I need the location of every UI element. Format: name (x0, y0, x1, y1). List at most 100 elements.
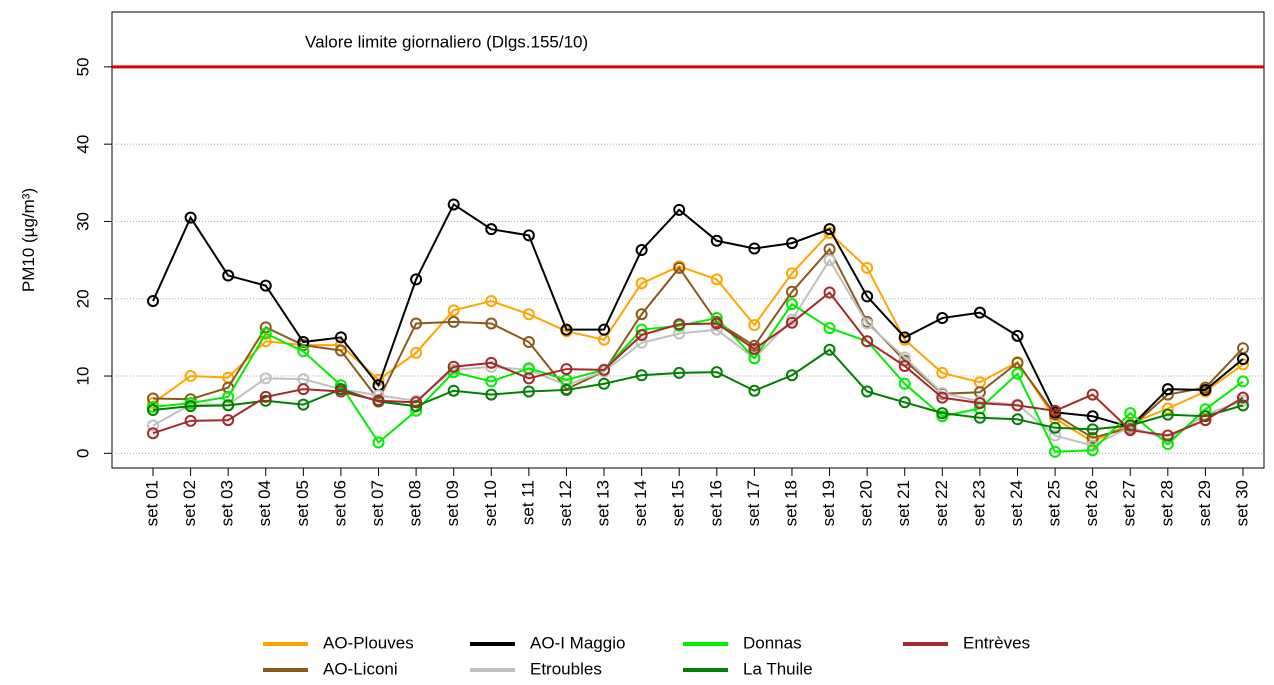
data-point (485, 295, 498, 308)
series-line (152, 202, 1244, 429)
data-point (1237, 399, 1249, 412)
data-point (973, 411, 986, 424)
data-point (1124, 424, 1137, 437)
data-point (1011, 413, 1024, 426)
data-point (1049, 445, 1062, 458)
data-point (748, 384, 761, 397)
data-point (1161, 429, 1174, 442)
x-tick-label: set 17 (744, 480, 763, 526)
data-point (673, 366, 686, 379)
data-point (259, 390, 272, 403)
data-point (898, 359, 911, 372)
data-point (184, 211, 197, 224)
data-point (447, 198, 460, 211)
data-point (184, 370, 197, 383)
data-point (898, 377, 911, 390)
data-point (372, 394, 385, 407)
data-point (259, 372, 272, 385)
data-point (297, 383, 310, 396)
plot-box (111, 11, 1265, 469)
data-point (222, 414, 235, 427)
legend-label: AO-Liconi (323, 659, 398, 678)
data-point (1086, 410, 1099, 423)
legend-label: AO-Plouves (323, 633, 414, 652)
data-point (973, 306, 986, 319)
y-tick-label: 0 (73, 449, 92, 458)
y-tick-label: 40 (73, 135, 92, 154)
data-point (936, 407, 949, 420)
data-point (147, 419, 159, 432)
data-point (598, 323, 611, 336)
series-line (152, 247, 1244, 439)
data-point (1161, 383, 1174, 396)
x-tick-label: set 14 (631, 480, 650, 526)
y-tick-label: 10 (73, 367, 92, 386)
data-point (785, 267, 798, 280)
x-tick-label: set 23 (969, 480, 988, 526)
series-line (152, 231, 1244, 443)
data-point (485, 360, 498, 373)
x-tick-label: set 21 (894, 480, 913, 526)
data-point (710, 234, 723, 247)
data-point (560, 363, 573, 376)
data-point (447, 304, 460, 317)
data-point (447, 360, 460, 373)
data-point (635, 308, 648, 321)
data-point (1011, 329, 1024, 342)
data-point (1237, 391, 1249, 404)
data-point (147, 427, 159, 440)
data-point (222, 269, 235, 282)
legend-label: Etroubles (530, 659, 602, 678)
data-point (1199, 383, 1212, 396)
y-tick-label: 30 (73, 212, 92, 231)
data-point (1237, 375, 1249, 388)
data-point (823, 322, 836, 335)
data-point (1049, 429, 1062, 442)
data-point (1161, 438, 1174, 451)
data-point (1199, 414, 1212, 427)
data-point (259, 321, 272, 334)
data-point (598, 377, 611, 390)
data-point (259, 279, 272, 292)
x-tick-label: set 15 (669, 480, 688, 526)
legend-label: La Thuile (743, 659, 813, 678)
data-point (785, 316, 798, 329)
data-point (560, 383, 573, 396)
x-tick-label: set 06 (330, 480, 349, 526)
data-point (823, 254, 836, 267)
data-point (635, 336, 648, 349)
data-point (710, 273, 723, 286)
data-point (785, 298, 798, 311)
data-point (1086, 431, 1099, 444)
data-point (673, 203, 686, 216)
data-point (673, 318, 686, 331)
data-point (410, 273, 423, 286)
data-point (598, 363, 611, 376)
data-point (410, 346, 423, 359)
data-point (334, 344, 347, 357)
data-point (861, 335, 874, 348)
data-point (522, 372, 535, 385)
x-tick-label: set 02 (180, 480, 199, 526)
data-point (1011, 367, 1024, 380)
data-point (673, 261, 686, 274)
x-tick-label: set 09 (443, 480, 462, 526)
data-point (785, 285, 798, 298)
x-tick-label: set 13 (594, 480, 613, 526)
data-point (635, 329, 648, 342)
data-point (485, 317, 498, 330)
data-point (447, 384, 460, 397)
data-point (861, 290, 874, 303)
data-point (485, 375, 498, 388)
limit-label: Valore limite giornaliero (Dlgs.155/10) (305, 32, 588, 51)
data-point (1237, 353, 1249, 366)
data-point (823, 227, 836, 240)
data-point (147, 392, 159, 405)
x-tick-label: set 30 (1232, 480, 1251, 526)
data-point (635, 244, 648, 257)
data-point (936, 366, 949, 379)
y-axis-label: PM10 (µg/m³) (19, 188, 38, 292)
x-tick-label: set 27 (1120, 480, 1139, 526)
x-tick-label: set 28 (1157, 480, 1176, 526)
data-point (447, 315, 460, 328)
